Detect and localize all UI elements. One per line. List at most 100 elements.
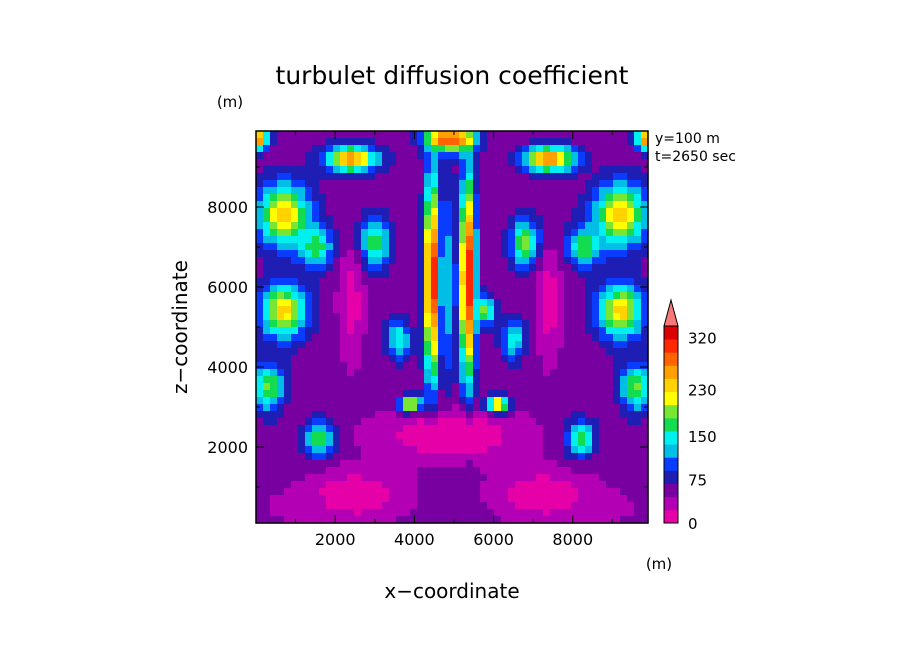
contour-cell <box>263 152 271 160</box>
contour-cell <box>634 250 642 258</box>
contour-cell <box>410 376 418 384</box>
contour-cell <box>277 418 285 426</box>
contour-cell <box>529 397 537 405</box>
contour-cell <box>522 201 530 209</box>
contour-cell <box>480 271 488 279</box>
colorbar-swatch <box>664 391 678 406</box>
contour-cell <box>613 292 621 300</box>
contour-cell <box>578 481 586 489</box>
contour-cell <box>585 460 593 468</box>
contour-cell <box>536 411 544 419</box>
contour-cell <box>445 285 453 293</box>
contour-cell <box>389 236 397 244</box>
contour-cell <box>305 432 313 440</box>
contour-cell <box>585 439 593 447</box>
contour-cell <box>382 271 390 279</box>
contour-cell <box>410 404 418 412</box>
contour-cell <box>277 201 285 209</box>
contour-cell <box>326 404 334 412</box>
contour-cell <box>557 369 565 377</box>
contour-cell <box>459 131 467 139</box>
contour-cell <box>445 334 453 342</box>
contour-cell <box>578 516 586 524</box>
contour-cell <box>424 201 432 209</box>
contour-cell <box>284 390 292 398</box>
contour-cell <box>284 250 292 258</box>
contour-cell <box>550 383 558 391</box>
contour-cell <box>445 418 453 426</box>
contour-cell <box>368 460 376 468</box>
contour-cell <box>305 215 313 223</box>
contour-cell <box>501 432 509 440</box>
contour-cell <box>389 432 397 440</box>
contour-cell <box>270 418 278 426</box>
contour-cell <box>571 152 579 160</box>
contour-cell <box>305 446 313 454</box>
contour-cell <box>459 467 467 475</box>
contour-cell <box>361 145 369 153</box>
contour-cell <box>466 264 474 272</box>
contour-cell <box>417 376 425 384</box>
contour-cell <box>606 390 614 398</box>
contour-cell <box>431 208 439 216</box>
contour-cell <box>641 201 649 209</box>
contour-cell <box>298 425 306 433</box>
contour-cell <box>361 439 369 447</box>
contour-cell <box>445 131 453 139</box>
contour-cell <box>445 453 453 461</box>
contour-cell <box>445 495 453 503</box>
contour-cell <box>403 320 411 328</box>
contour-cell <box>606 362 614 370</box>
contour-cell <box>375 194 383 202</box>
contour-cell <box>543 187 551 195</box>
contour-cell <box>466 138 474 146</box>
contour-cell <box>473 236 481 244</box>
contour-cell <box>410 201 418 209</box>
contour-cell <box>326 222 334 230</box>
contour-cell <box>340 404 348 412</box>
contour-cell <box>592 369 600 377</box>
contour-cell <box>417 516 425 524</box>
contour-cell <box>438 341 446 349</box>
contour-cell <box>298 334 306 342</box>
contour-cell <box>403 257 411 265</box>
contour-cell <box>354 327 362 335</box>
contour-cell <box>564 264 572 272</box>
contour-cell <box>368 502 376 510</box>
contour-cell <box>326 271 334 279</box>
contour-cell <box>508 201 516 209</box>
contour-cell <box>410 467 418 475</box>
contour-cell <box>487 460 495 468</box>
contour-cell <box>578 236 586 244</box>
contour-cell <box>326 145 334 153</box>
contour-cell <box>305 313 313 321</box>
contour-cell <box>550 320 558 328</box>
contour-cell <box>522 418 530 426</box>
contour-cell <box>326 215 334 223</box>
contour-cell <box>277 369 285 377</box>
contour-cell <box>473 404 481 412</box>
contour-cell <box>585 152 593 160</box>
contour-cell <box>459 236 467 244</box>
contour-cell <box>375 173 383 181</box>
contour-cell <box>585 341 593 349</box>
contour-cell <box>256 488 264 496</box>
contour-cell <box>319 131 327 139</box>
contour-cell <box>263 341 271 349</box>
contour-cell <box>620 292 628 300</box>
contour-cell <box>354 187 362 195</box>
contour-cell <box>340 159 348 167</box>
contour-cell <box>396 467 404 475</box>
contour-cell <box>459 348 467 356</box>
contour-cell <box>438 159 446 167</box>
contour-cell <box>354 495 362 503</box>
contour-cell <box>459 152 467 160</box>
contour-cell <box>403 327 411 335</box>
contour-cell <box>368 222 376 230</box>
contour-cell <box>585 495 593 503</box>
contour-cell <box>522 194 530 202</box>
contour-cell <box>424 488 432 496</box>
contour-cell <box>368 439 376 447</box>
contour-cell <box>543 425 551 433</box>
contour-cell <box>536 201 544 209</box>
